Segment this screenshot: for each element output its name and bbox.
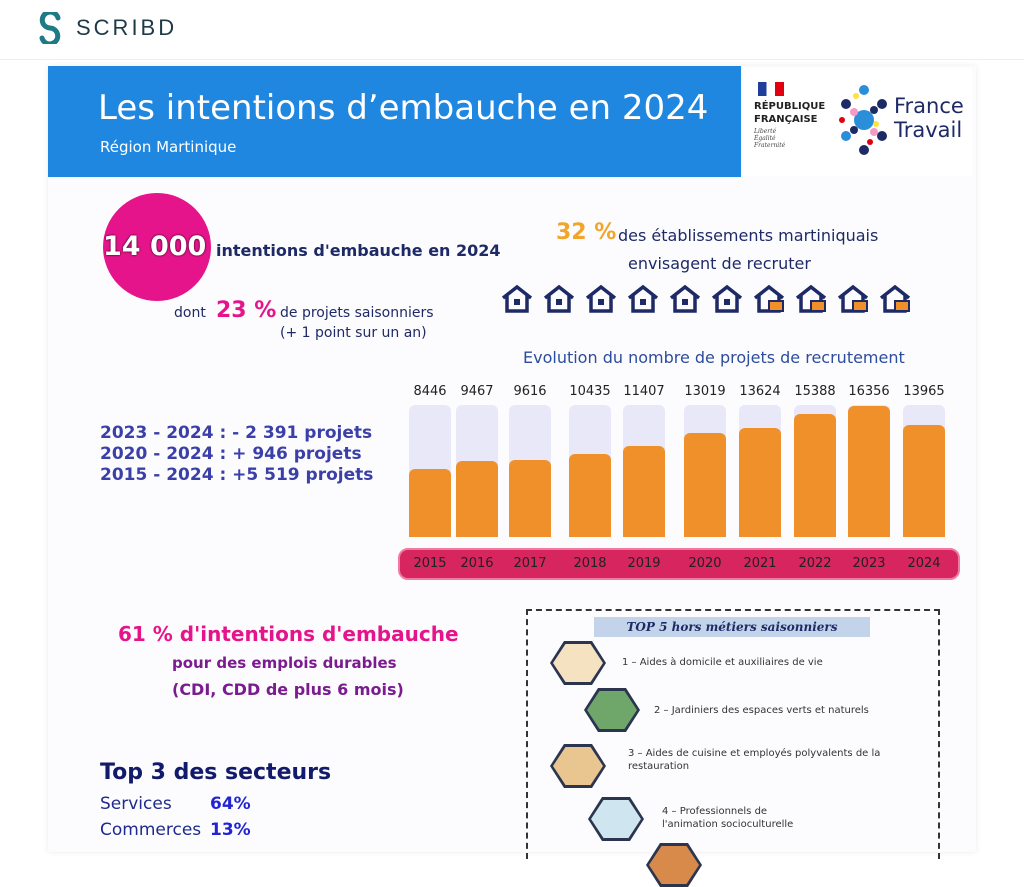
bar-2024 [903,425,945,537]
job-2-image [584,688,640,732]
year-label: 2023 [852,556,886,571]
establishments-label-2: envisagent de recruter [628,254,811,273]
year-label: 2017 [513,556,547,571]
bar-value-label: 13965 [903,384,945,399]
house-briefcase-icon [752,284,786,318]
sector-pct-commerces: 13% [210,820,251,840]
total-bubble [103,193,211,301]
bar-2016 [456,461,498,537]
job-5-image [646,843,702,887]
establishments-pct: 32 % [556,220,617,245]
job-4-image [588,797,644,841]
app-name: SCRIBD [76,15,178,40]
job-4: 4 – Professionnels de l'animation socioc… [662,806,794,830]
bar-value-label: 15388 [794,384,836,399]
job-2: 2 – Jardiniers des espaces verts et natu… [654,705,869,716]
top5-jobs-box: TOP 5 hors métiers saisonniers 1 – Aides… [526,609,940,887]
bar-2022 [794,413,836,537]
bar-value-label: 9616 [513,384,547,399]
house-icon [668,284,702,318]
scribd-logo[interactable]: SCRIBD [38,12,177,44]
bar-2017 [509,460,551,537]
house-briefcase-icon [794,284,828,318]
evolution-stats: 2023 - 2024 : - 2 391 projets 2020 - 202… [100,423,373,486]
seasonal-note: (+ 1 point sur un an) [280,325,427,341]
year-label: 2015 [413,556,447,571]
house-icon [710,284,744,318]
flag-icon [758,82,784,96]
total-value: 14 000 [103,231,207,262]
top5-title: TOP 5 hors métiers saisonniers [594,617,870,637]
france-travail-logo-icon [839,85,887,155]
evolution-2023-2024: 2023 - 2024 : - 2 391 projets [100,423,373,443]
year-label: 2018 [573,556,607,571]
seasonal-pct: 23 % [216,298,277,323]
evolution-2015-2024: 2015 - 2024 : +5 519 projets [100,465,374,485]
establishments-label-1: des établissements martiniquais [618,226,879,245]
year-label: 2019 [627,556,661,571]
scribd-logo-icon [39,12,61,44]
bar-2015 [409,469,451,537]
bar-value-label: 9467 [460,384,494,399]
bar-value-label: 16356 [848,384,890,399]
house-icon [626,284,660,318]
france-travail-logo-text: France Travail [894,94,964,142]
durable-line-2: pour des emplois durables [172,654,397,672]
sector-pct-services: 64% [210,794,251,814]
sector-name-commerces: Commerces [100,820,202,840]
bar-2021 [739,428,781,537]
sector-name-services: Services [100,794,172,814]
house-briefcase-icon [878,284,912,318]
bar-2019 [623,445,665,537]
year-label: 2022 [798,556,832,571]
total-label: intentions d'embauche en 2024 [216,241,501,260]
year-label: 2024 [907,556,941,571]
year-label: 2016 [460,556,494,571]
bar-value-label: 13624 [739,384,781,399]
title-banner: Les intentions d’embauche en 2024 Région… [48,66,741,177]
dont-label: dont [174,305,206,321]
bar-value-label: 8446 [413,384,447,399]
year-label: 2021 [743,556,777,571]
bar-2020 [684,432,726,537]
rf-logo-text: RÉPUBLIQUE FRANÇAISE [754,101,826,125]
job-1: 1 – Aides à domicile et auxiliaires de v… [622,657,823,668]
house-icon [584,284,618,318]
page-subtitle: Région Martinique [100,138,237,156]
house-icon [542,284,576,318]
partner-logos: RÉPUBLIQUE FRANÇAISE Liberté Égalité Fra… [744,68,972,176]
bar-value-label: 10435 [569,384,611,399]
bar-value-label: 13019 [684,384,726,399]
house-briefcase-icon [836,284,870,318]
document-page: Les intentions d’embauche en 2024 Région… [48,66,976,887]
chart-title: Evolution du nombre de projets de recrut… [523,348,905,367]
sectors-title: Top 3 des secteurs [100,760,332,785]
durable-headline: 61 % d'intentions d'embauche [118,622,459,646]
page-title: Les intentions d’embauche en 2024 [98,88,709,128]
year-label: 2020 [688,556,722,571]
bar-2018 [569,453,611,537]
job-3-image [550,744,606,788]
year-axis-band [398,548,960,580]
bar-value-label: 11407 [623,384,665,399]
evolution-2020-2024: 2020 - 2024 : + 946 projets [100,444,362,464]
bar-2023 [848,406,890,537]
seasonal-label: de projets saisonniers [280,305,434,321]
rf-motto: Liberté Égalité Fraternité [754,128,786,149]
durable-line-3: (CDI, CDD de plus 6 mois) [172,680,404,699]
job-1-image [550,641,606,685]
scribd-header: SCRIBD [0,0,1024,60]
house-icon [500,284,534,318]
job-3: 3 – Aides de cuisine et employés polyval… [628,748,881,772]
